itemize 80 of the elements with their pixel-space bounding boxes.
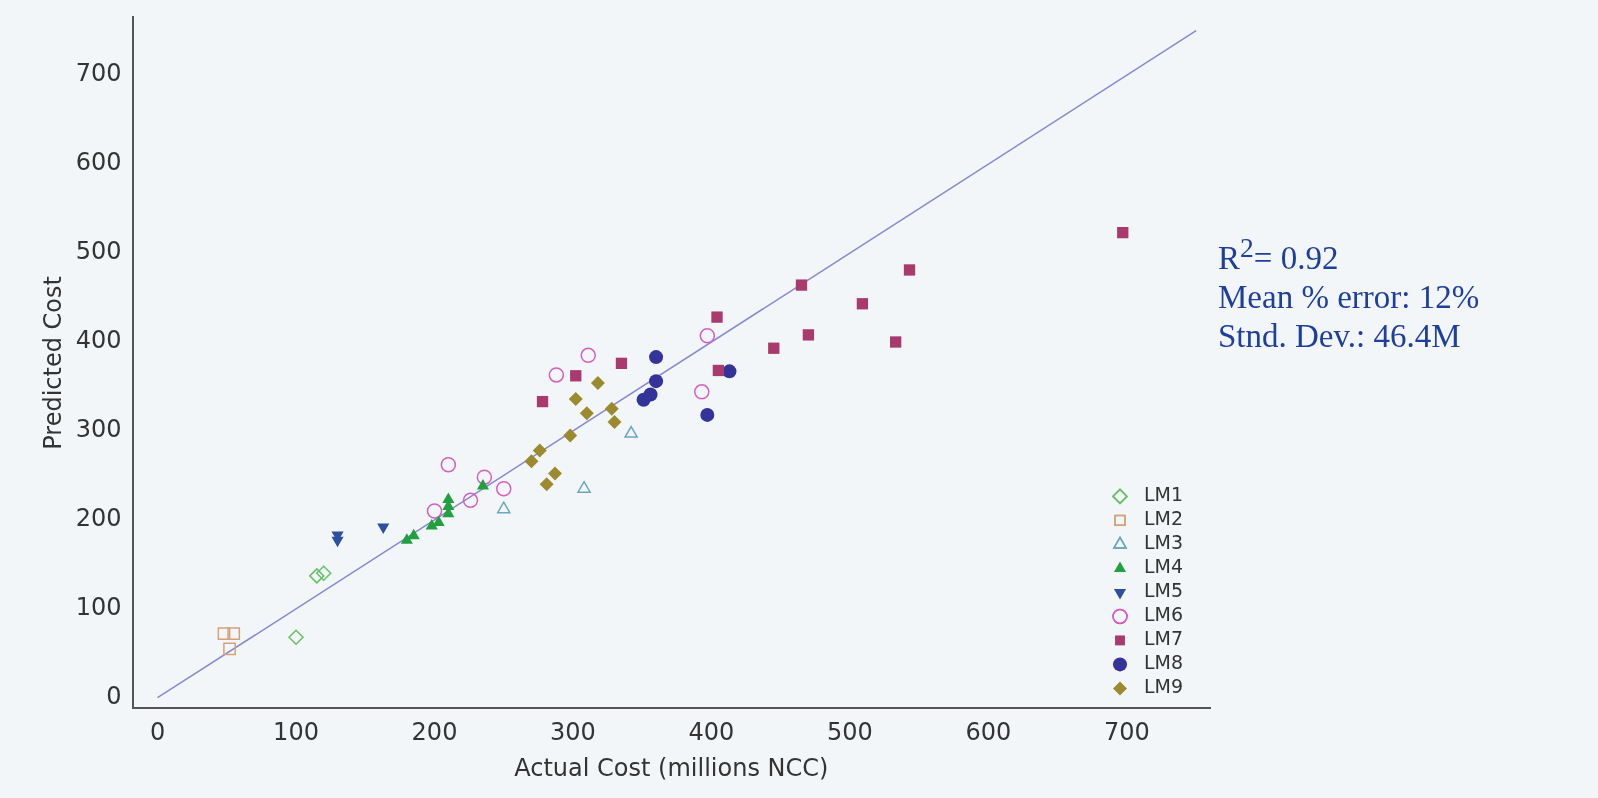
text: R$^{2}$= 0.92 (1218, 231, 1340, 278)
point (496, 501, 511, 514)
point (476, 479, 490, 490)
x-axis-title: Actual Cost (millions NCC) (514, 753, 829, 782)
point (217, 627, 231, 641)
point (604, 401, 619, 416)
legend-label: LM4 (1144, 555, 1184, 578)
point (856, 298, 869, 310)
point (377, 523, 390, 534)
y-tick-label: 600 (75, 148, 122, 177)
point (532, 443, 547, 458)
point (1117, 226, 1129, 239)
point (462, 492, 479, 509)
x-tick-label: 200 (411, 718, 458, 747)
y-tick-label: 100 (75, 593, 122, 622)
x-tick-label: 600 (965, 718, 1012, 747)
point (227, 627, 241, 641)
point (903, 264, 916, 276)
point (889, 336, 902, 348)
y-tick-label: 200 (75, 504, 122, 533)
x-tick-label: 0 (149, 718, 166, 747)
point (223, 642, 236, 656)
y-tick-label: 300 (75, 415, 122, 444)
legend-label: LM6 (1144, 603, 1184, 626)
point (536, 395, 549, 408)
legend-label: LM7 (1144, 627, 1184, 650)
x-tick-label: 300 (550, 718, 596, 747)
text: Stnd. Dev.: 46.4M (1218, 317, 1462, 356)
point (548, 367, 565, 383)
legend-label: LM9 (1144, 675, 1184, 698)
y-axis-title: Predicted Cost (38, 276, 67, 450)
point (425, 519, 438, 530)
point (700, 407, 715, 422)
point (568, 391, 583, 406)
point (570, 370, 582, 382)
point (768, 342, 780, 354)
point (547, 466, 562, 481)
point (440, 456, 457, 473)
x-tick-label: 400 (688, 718, 735, 747)
point (590, 375, 605, 390)
point (649, 350, 664, 365)
y-tick-label: 500 (75, 237, 122, 266)
y-tick-label: 400 (75, 326, 122, 355)
legend-label: LM1 (1144, 483, 1184, 506)
point (442, 492, 455, 503)
x-tick-label: 100 (273, 718, 319, 747)
y-tick-label: 700 (75, 59, 122, 88)
point (495, 480, 512, 497)
x-tick-label: 500 (827, 718, 873, 747)
point (649, 374, 664, 389)
point (722, 364, 737, 379)
point (699, 328, 716, 344)
legend-label: LM5 (1144, 579, 1184, 602)
point (309, 568, 325, 584)
point (315, 565, 332, 581)
legend-label: LM2 (1144, 507, 1184, 530)
point (524, 454, 539, 469)
point (802, 329, 815, 341)
point (624, 425, 638, 438)
point (579, 406, 594, 421)
point (607, 415, 622, 430)
point (694, 384, 710, 400)
point (476, 469, 493, 485)
point (712, 364, 725, 377)
y-tick-label: 0 (106, 681, 122, 710)
point (580, 347, 596, 364)
point (643, 387, 658, 402)
point (615, 357, 628, 369)
legend-label: LM8 (1144, 651, 1184, 674)
point (711, 311, 723, 323)
x-tick-label: 700 (1104, 718, 1150, 747)
point (400, 533, 413, 544)
point (577, 480, 591, 493)
point (795, 279, 808, 291)
point (426, 503, 443, 519)
point (288, 629, 304, 646)
point (539, 477, 554, 492)
point (563, 428, 578, 443)
legend-label: LM3 (1144, 531, 1184, 554)
text: Mean % error: 12% (1218, 278, 1480, 317)
